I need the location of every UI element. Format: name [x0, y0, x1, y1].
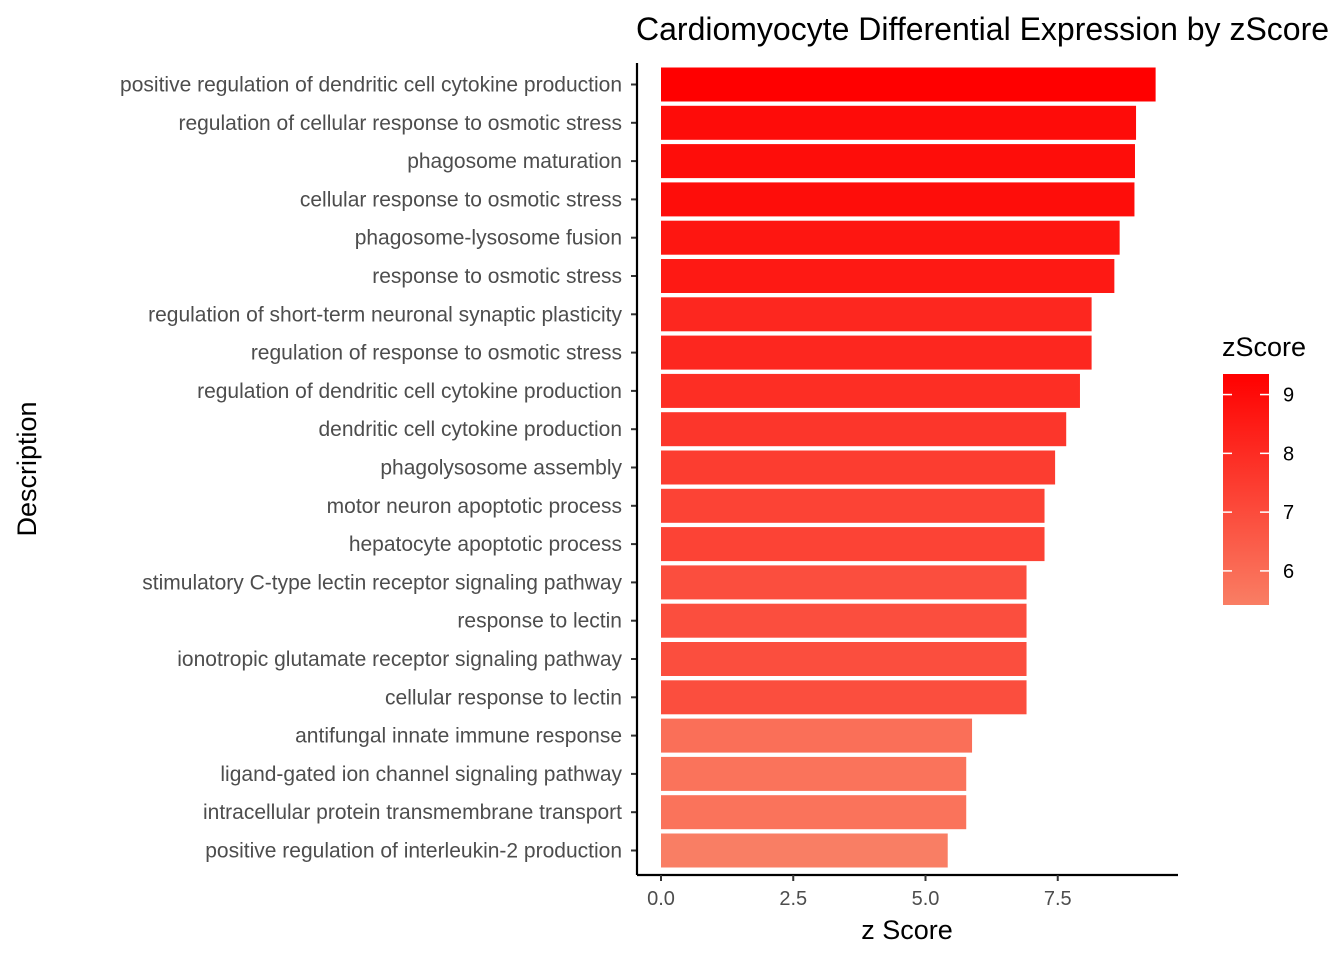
legend-tick-label: 9: [1283, 385, 1294, 407]
y-tick-label: response to osmotic stress: [372, 265, 622, 288]
bar: [661, 795, 967, 830]
y-tick-label: phagosome-lysosome fusion: [355, 227, 622, 250]
y-tick-label: stimulatory C-type lectin receptor signa…: [142, 571, 622, 594]
x-tick-label: 0.0: [647, 888, 675, 910]
x-axis: 0.0 2.5 5.0 7.5: [637, 873, 1178, 910]
bar: [661, 412, 1067, 447]
y-tick-label: antifungal innate immune response: [295, 725, 622, 748]
y-tick-label: regulation of dendritic cell cytokine pr…: [197, 380, 622, 403]
bar: [661, 67, 1156, 102]
y-tick-label: hepatocyte apoptotic process: [349, 533, 622, 556]
y-tick-label: ionotropic glutamate receptor signaling …: [177, 648, 622, 671]
bar: [661, 603, 1027, 638]
legend-tick-label: 8: [1283, 443, 1294, 465]
bar: [661, 642, 1027, 676]
y-tick-label: positive regulation of dendritic cell cy…: [120, 74, 622, 97]
bar: [661, 373, 1080, 408]
bar: [661, 488, 1045, 523]
legend-tick-label: 7: [1283, 502, 1294, 524]
y-tick-label: dendritic cell cytokine production: [319, 418, 623, 441]
bar: [661, 718, 973, 753]
y-tick-label: response to lectin: [457, 610, 622, 633]
bar: [661, 527, 1045, 562]
color-legend: zScore 6 7 8 9: [1222, 332, 1306, 605]
bar: [661, 297, 1092, 332]
y-axis-title: Description: [12, 401, 42, 536]
bar: [661, 105, 1137, 140]
y-tick-label: ligand-gated ion channel signaling pathw…: [220, 763, 622, 786]
bar: [661, 756, 967, 791]
bar: [661, 144, 1135, 179]
chart-title: Cardiomyocyte Differential Expression by…: [636, 11, 1329, 47]
y-tick-label: phagosome maturation: [407, 150, 622, 173]
y-tick-label: regulation of short-term neuronal synapt…: [148, 303, 622, 326]
y-axis: positive regulation of dendritic cell cy…: [120, 63, 639, 875]
bar: [661, 680, 1027, 715]
y-tick-label: phagolysosome assembly: [380, 457, 622, 480]
y-tick-label: motor neuron apoptotic process: [327, 495, 622, 518]
y-tick-label: cellular response to lectin: [385, 686, 622, 709]
legend-ticks: 6 7 8 9: [1223, 385, 1294, 583]
y-tick-label: cellular response to osmotic stress: [300, 188, 622, 211]
x-tick-label: 7.5: [1044, 888, 1072, 910]
y-tick-label: positive regulation of interleukin-2 pro…: [205, 840, 622, 863]
x-tick-label: 2.5: [779, 888, 807, 910]
bars-group: [661, 67, 1156, 868]
x-tick-label: 5.0: [912, 888, 940, 910]
y-tick-label: intracellular protein transmembrane tran…: [203, 801, 622, 824]
legend-colorbar: [1223, 374, 1269, 605]
bar: [661, 833, 948, 868]
bar: [661, 182, 1135, 217]
bar: [661, 259, 1115, 293]
bar: [661, 220, 1120, 255]
legend-tick-label: 6: [1283, 561, 1294, 583]
y-tick-label: regulation of cellular response to osmot…: [178, 112, 622, 135]
x-axis-title: z Score: [861, 915, 953, 945]
legend-title: zScore: [1222, 332, 1306, 362]
bar: [661, 450, 1056, 485]
y-tick-label: regulation of response to osmotic stress: [251, 342, 622, 365]
bar: [661, 335, 1092, 370]
bar: [661, 565, 1027, 600]
